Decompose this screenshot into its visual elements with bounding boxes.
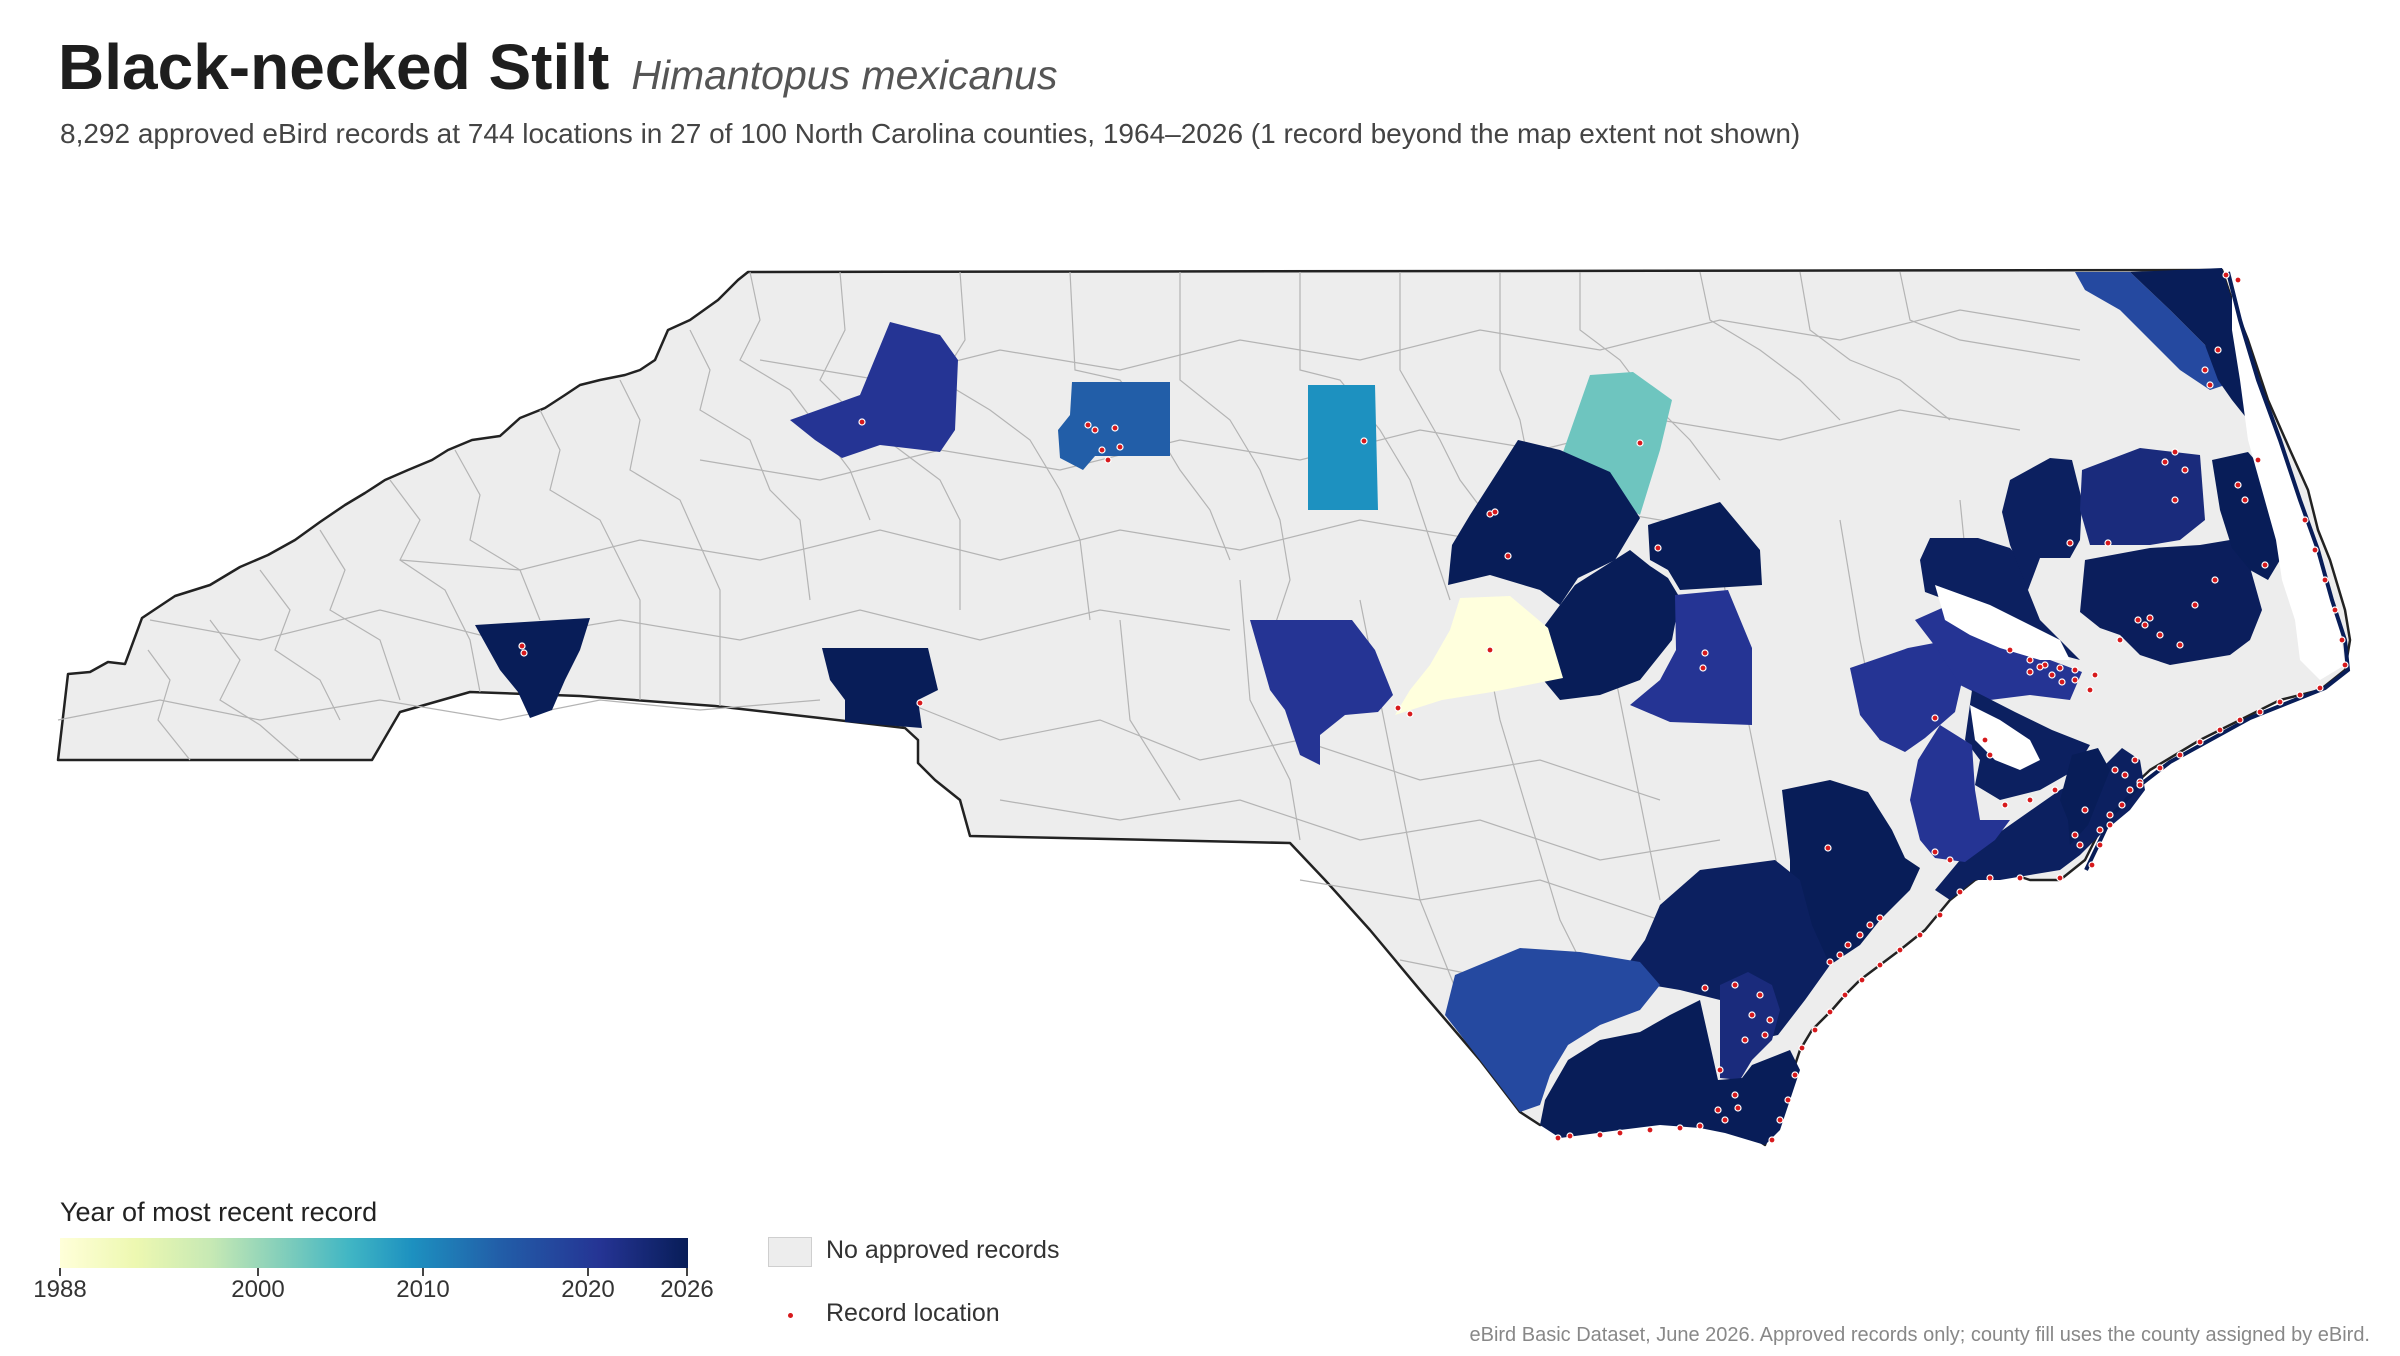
county-fill: [1535, 550, 1680, 700]
no-records-label: No approved records: [826, 1236, 1060, 1264]
county-fill: [822, 648, 938, 728]
year-colorbar: [60, 1238, 688, 1268]
county-fill: [1250, 620, 1393, 765]
sound-water: [1970, 705, 2040, 770]
colorbar-tick: [587, 1268, 589, 1276]
county-fill: [1648, 502, 1762, 590]
colorbar-tick-label: 1988: [33, 1276, 87, 1303]
county-fill: [790, 322, 958, 458]
county-fill: [2002, 458, 2082, 590]
colorbar-tick-label: 2026: [660, 1276, 714, 1303]
county-fill: [1630, 590, 1752, 725]
barrier-islands: [2084, 271, 2351, 871]
county-borders: [57, 271, 2081, 1001]
county-fill: [2080, 448, 2205, 545]
county-fill: [1308, 385, 1378, 510]
title-block: Black-necked Stilt Himantopus mexicanus: [58, 30, 1057, 104]
county-fill: [2060, 748, 2110, 845]
county-fill: [475, 618, 590, 718]
colorbar-tick-label: 2010: [396, 1276, 450, 1303]
map-title: Black-necked Stilt: [58, 31, 610, 103]
map-subtitle: 8,292 approved eBird records at 744 loca…: [60, 118, 1801, 149]
county-fill: [1620, 860, 1830, 1040]
colorbar-tick-label: 2000: [231, 1276, 285, 1303]
county-fill: [1720, 972, 1780, 1080]
county-fill: [1448, 440, 1640, 605]
county-fill: [1782, 780, 1920, 965]
no-records-swatch: [768, 1237, 812, 1267]
source-note: eBird Basic Dataset, June 2026. Approved…: [1469, 1324, 2370, 1346]
county-fill: [2075, 272, 2225, 390]
county-fill: [1445, 948, 1660, 1112]
county-fill: [2130, 268, 2262, 420]
county-fill: [1395, 596, 1563, 715]
record-points: [518, 271, 2349, 1144]
county-fill: [1920, 538, 2080, 660]
colorbar-tick: [422, 1268, 424, 1276]
species-name: Himantopus mexicanus: [631, 52, 1058, 98]
colorbar-tick: [59, 1268, 61, 1276]
colorbar-tick: [257, 1268, 259, 1276]
sound-water: [1935, 585, 2070, 660]
county-fill: [1910, 725, 2010, 862]
colorbar-tick: [686, 1268, 688, 1276]
county-fill: [2080, 540, 2262, 665]
legend-title: Year of most recent record: [60, 1197, 378, 1227]
record-location-label: Record location: [826, 1299, 1000, 1327]
record-location-swatch: [788, 1313, 793, 1318]
colorbar-tick-label: 2020: [561, 1276, 615, 1303]
county-fill: [1850, 640, 1965, 752]
